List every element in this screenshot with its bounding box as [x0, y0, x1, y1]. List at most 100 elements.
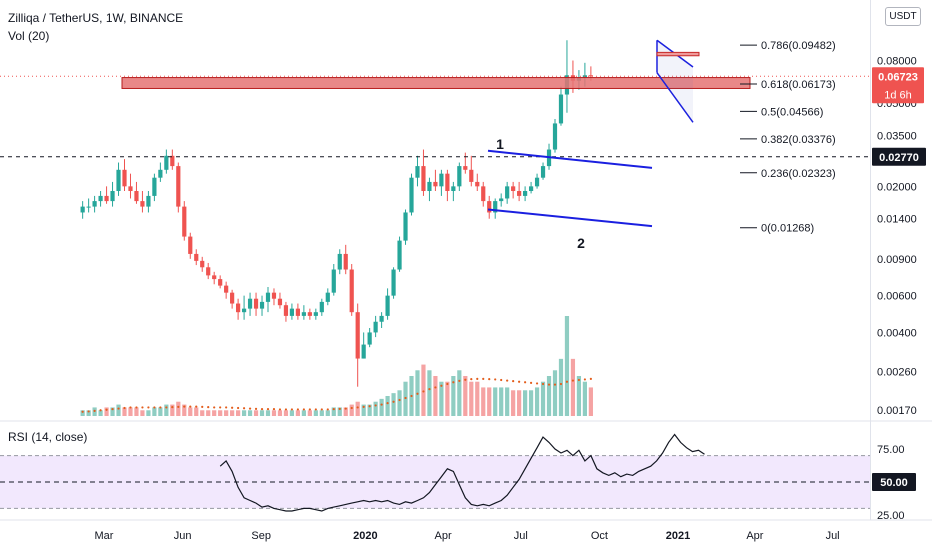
volume-ma-dot	[356, 406, 359, 409]
candle-body	[534, 177, 540, 187]
volume-bar	[98, 410, 103, 416]
volume-bar	[373, 401, 378, 416]
candle-body	[439, 173, 444, 187]
annotation-1: 1	[496, 136, 504, 152]
volume-bar	[528, 390, 534, 416]
volume-bar	[493, 387, 498, 416]
candle-body	[206, 267, 211, 276]
fib-level-label: 0.382(0.03376)	[761, 134, 836, 146]
volume-ma-dot	[135, 406, 138, 409]
x-tick-label: Apr	[435, 530, 452, 542]
volume-bar	[116, 404, 121, 416]
volume-ma-dot	[398, 398, 401, 402]
volume-bar	[164, 404, 169, 416]
volume-ma-dot	[410, 394, 413, 398]
volume-bar	[517, 390, 522, 416]
volume-ma-dot	[153, 406, 156, 409]
volume-bar	[457, 370, 462, 416]
volume-bar	[379, 398, 384, 416]
volume-ma-dot	[500, 378, 503, 382]
volume-bar	[158, 407, 163, 416]
price-line-label: 0.02770	[879, 152, 919, 164]
candlesticks	[80, 40, 593, 387]
volume-bar	[564, 316, 570, 416]
fib-level-label: 0.786(0.09482)	[761, 40, 836, 52]
y-tick-label: 0.03500	[877, 131, 917, 143]
volume-ma-dot	[488, 378, 491, 381]
price-line-tag	[872, 147, 926, 166]
candle-body	[409, 177, 414, 213]
volume-bar	[265, 410, 271, 416]
volume-ma-dot	[314, 408, 317, 411]
candle-body	[493, 201, 498, 213]
volume-ma-dot	[476, 377, 479, 380]
current-price-label: 0.06723	[878, 71, 918, 83]
candle-body	[212, 275, 217, 280]
candle-body	[259, 301, 265, 309]
volume-bar	[588, 387, 593, 416]
volume-bar	[283, 410, 289, 416]
y-tick-label: 0.00900	[877, 254, 917, 266]
rsi-tick-label: 25.00	[877, 510, 905, 522]
volume-ma-dot	[195, 405, 198, 408]
volume-ma-dot	[147, 406, 150, 409]
volume-bar	[146, 410, 151, 416]
candle-body	[379, 315, 384, 322]
candle-body	[295, 308, 300, 316]
candle-body	[176, 166, 181, 207]
volume-ma-dot	[404, 396, 407, 400]
volume-bar	[224, 410, 229, 416]
candle-body	[445, 173, 450, 192]
candle-body	[224, 285, 229, 293]
candle-body	[331, 269, 336, 293]
volume-ma-dot	[428, 388, 431, 391]
volume-indicator-label: Vol (20)	[8, 29, 50, 43]
volume-bar	[391, 393, 396, 416]
volume-ma-dot	[254, 407, 258, 410]
fib-level-label: 0.236(0.02323)	[761, 168, 836, 180]
volume-bar	[122, 407, 127, 416]
candle-body	[247, 298, 253, 309]
volume-bar	[355, 401, 360, 416]
volume-bar	[325, 410, 330, 416]
volume-bar	[295, 410, 300, 416]
volume-ma-dot	[589, 377, 592, 380]
labels: 50.00 0.02770 0.06723 1d 6h 0.786(0.09482) 0.…	[496, 40, 926, 491]
volume-bar	[439, 381, 444, 416]
volume-bar	[170, 404, 175, 416]
volume-bar	[194, 407, 199, 416]
volume-ma-dot	[452, 381, 455, 384]
candle-body	[230, 292, 235, 304]
volume-ma-dot	[189, 405, 192, 408]
volume-ma-dot	[141, 406, 144, 409]
candle-body	[200, 260, 205, 268]
rsi-midline-label: 50.00	[880, 477, 908, 489]
candle-body	[451, 186, 456, 192]
volume-ma-dot	[231, 406, 234, 409]
rsi-midline-tag	[872, 473, 916, 491]
candle-body	[523, 191, 528, 196]
volume-bar	[253, 410, 259, 416]
candle-body	[499, 198, 504, 202]
volume-ma-dot	[278, 408, 282, 411]
candle-body	[463, 166, 468, 170]
volume-ma-dot	[260, 408, 264, 411]
volume-bar	[301, 410, 306, 416]
volume-bar	[451, 376, 456, 416]
volume-ma-dot	[93, 409, 96, 412]
current-price-tag	[872, 67, 924, 104]
volume-bar	[176, 401, 181, 416]
annotation-2: 2	[577, 235, 585, 251]
volume-ma-dot	[434, 386, 437, 389]
volume-ma-dot	[117, 407, 120, 410]
currency-button[interactable]: USDT	[885, 7, 921, 26]
volume-ma-dot	[512, 380, 515, 383]
volume-ma-dot	[326, 408, 329, 411]
volume-ma-dot	[99, 409, 102, 412]
volume-ma-dot	[392, 400, 395, 403]
candle-body	[361, 344, 366, 359]
volume-ma-dot	[494, 378, 497, 381]
volume-ma-dot	[338, 407, 341, 410]
candle-body	[116, 169, 121, 192]
